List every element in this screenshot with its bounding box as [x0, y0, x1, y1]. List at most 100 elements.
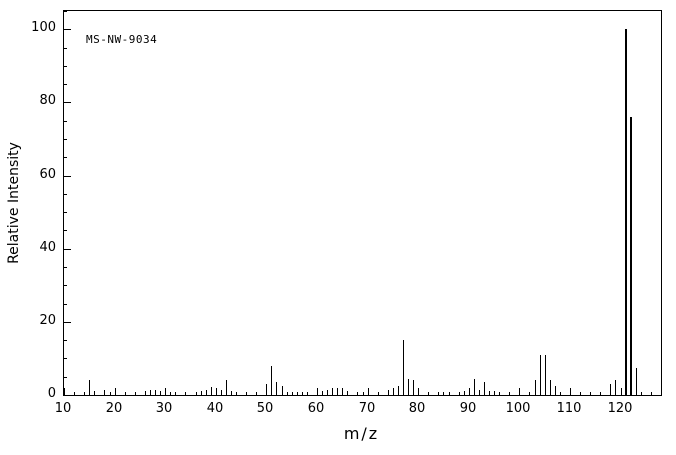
x-minor-tick — [509, 392, 510, 395]
x-tick-label: 120 — [607, 401, 633, 416]
x-minor-tick — [378, 392, 379, 395]
peak-line — [332, 388, 333, 395]
peak-line — [322, 391, 323, 395]
peak-line — [625, 29, 627, 395]
peak-line — [545, 355, 546, 395]
x-major-tick — [469, 388, 470, 395]
x-major-tick — [64, 388, 65, 395]
spectrum-id-label: MS-NW-9034 — [86, 33, 158, 46]
x-tick-label: 30 — [155, 401, 173, 416]
x-minor-tick — [135, 392, 136, 395]
x-minor-tick — [236, 392, 237, 395]
y-major-tick — [64, 322, 71, 323]
x-major-tick — [115, 388, 116, 395]
peak-line — [610, 384, 611, 395]
x-minor-tick — [125, 392, 126, 395]
x-minor-tick — [479, 392, 480, 395]
x-minor-tick — [499, 392, 500, 395]
y-tick-label: 40 — [39, 240, 56, 255]
x-minor-tick — [196, 392, 197, 395]
x-minor-tick — [428, 392, 429, 395]
peak-line — [494, 391, 495, 395]
x-minor-tick — [641, 392, 642, 395]
y-tick-label: 0 — [47, 386, 56, 401]
x-minor-tick — [590, 392, 591, 395]
x-major-tick — [368, 388, 369, 395]
x-major-tick — [266, 388, 267, 395]
peak-line — [413, 380, 414, 395]
x-minor-tick — [398, 392, 399, 395]
x-minor-tick — [276, 392, 277, 395]
peak-line — [231, 391, 232, 395]
peak-line — [271, 366, 272, 395]
x-minor-tick — [94, 392, 95, 395]
y-minor-tick — [64, 285, 67, 286]
y-major-tick — [64, 102, 71, 103]
y-minor-tick — [64, 230, 67, 231]
x-minor-tick — [155, 392, 156, 395]
peak-line — [403, 340, 404, 395]
x-tick-label: 100 — [505, 401, 531, 416]
x-minor-tick — [580, 392, 581, 395]
y-minor-tick — [64, 358, 67, 359]
peak-line — [540, 355, 541, 395]
peak-line — [211, 387, 212, 395]
peak-line — [630, 117, 632, 395]
x-minor-tick — [408, 392, 409, 395]
peak-line — [170, 392, 171, 395]
y-major-tick — [64, 249, 71, 250]
peak-line — [615, 380, 616, 395]
peak-line — [555, 386, 556, 395]
peak-line — [160, 391, 161, 395]
peak-line — [226, 380, 227, 395]
x-tick-label: 90 — [459, 401, 477, 416]
y-axis-title: Relative Intensity — [6, 142, 22, 264]
x-minor-tick — [550, 392, 551, 395]
peak-line — [302, 392, 303, 395]
x-minor-tick — [307, 392, 308, 395]
x-minor-tick — [438, 392, 439, 395]
y-tick-label: 60 — [39, 167, 56, 182]
x-major-tick — [317, 388, 318, 395]
x-minor-tick — [206, 392, 207, 395]
y-minor-tick — [64, 304, 67, 305]
y-major-tick — [64, 29, 71, 30]
peak-line — [201, 391, 202, 395]
x-tick-label: 80 — [408, 401, 426, 416]
peak-line — [276, 382, 277, 395]
x-minor-tick — [560, 392, 561, 395]
x-minor-tick — [226, 392, 227, 395]
peak-line — [550, 380, 551, 395]
x-tick-label: 60 — [307, 401, 325, 416]
x-minor-tick — [104, 392, 105, 395]
x-minor-tick — [337, 392, 338, 395]
x-minor-tick — [449, 392, 450, 395]
x-minor-tick — [388, 392, 389, 395]
y-tick-label: 80 — [39, 93, 56, 108]
peak-line — [443, 392, 444, 395]
peak-line — [363, 392, 364, 395]
x-minor-tick — [145, 392, 146, 395]
peak-line — [535, 380, 536, 395]
y-major-tick — [64, 176, 71, 177]
y-minor-tick — [64, 11, 67, 12]
y-minor-tick — [64, 212, 67, 213]
x-major-tick — [418, 388, 419, 395]
x-major-tick — [519, 388, 520, 395]
x-minor-tick — [185, 392, 186, 395]
x-minor-tick — [459, 392, 460, 395]
x-tick-label: 70 — [358, 401, 376, 416]
x-minor-tick — [347, 392, 348, 395]
x-minor-tick — [256, 392, 257, 395]
x-tick-label: 20 — [105, 401, 123, 416]
peak-line — [464, 391, 465, 395]
peak-line — [474, 379, 475, 395]
x-minor-tick — [297, 392, 298, 395]
x-minor-tick — [357, 392, 358, 395]
x-minor-tick — [74, 392, 75, 395]
y-major-tick — [64, 395, 71, 396]
y-minor-tick — [64, 267, 67, 268]
x-minor-tick — [489, 392, 490, 395]
x-minor-tick — [631, 392, 632, 395]
x-minor-tick — [540, 392, 541, 395]
